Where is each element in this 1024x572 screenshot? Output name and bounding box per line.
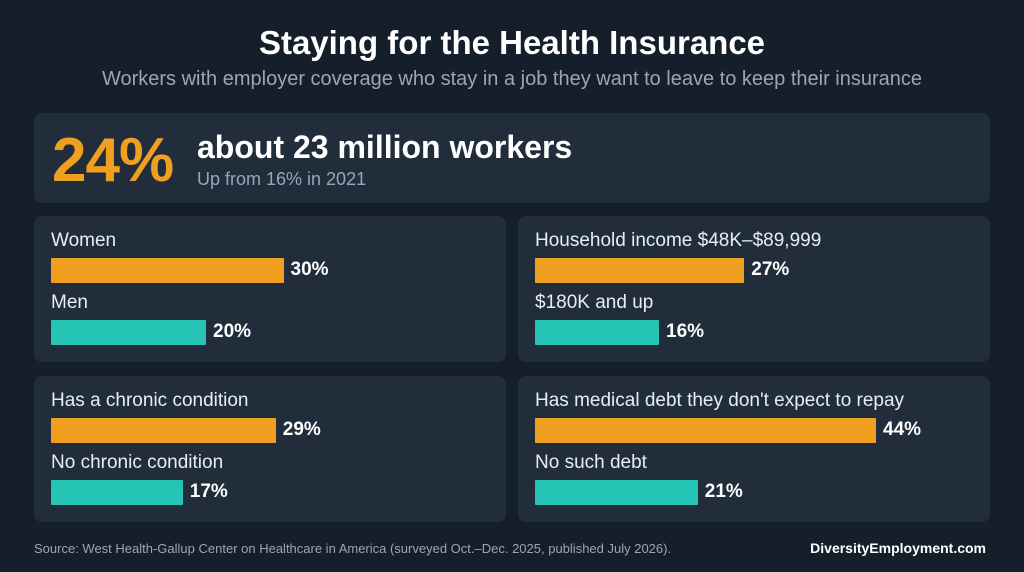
bar [51, 418, 276, 443]
bar-value-label: 16% [666, 321, 705, 342]
bar-category-label: Has a chronic condition [51, 390, 249, 411]
bar-value-label: 27% [751, 259, 790, 280]
bar [535, 480, 698, 505]
bar-category-label: No chronic condition [51, 452, 224, 473]
headline-sub-text: Up from 16% in 2021 [197, 169, 367, 189]
chart-card: Has medical debt they don't expect to re… [518, 376, 990, 522]
brand-name: DiversityEmployment.com [810, 540, 986, 556]
bar-category-label: Household income $48K–$89,999 [535, 230, 822, 251]
bar [51, 320, 206, 345]
headline-panel: 24% about 23 million workers Up from 16%… [34, 113, 990, 203]
bar-value-label: 29% [282, 419, 321, 440]
bar-category-label: No such debt [535, 452, 647, 473]
bar-category-label: $180K and up [535, 292, 654, 313]
headline-percent: 24% [52, 126, 174, 195]
bar-category-label: Women [51, 230, 117, 251]
chart-card: Household income $48K–$89,999 27% $180K an… [518, 216, 990, 362]
source-note: Source: West Health-Gallup Center on Hea… [34, 541, 672, 556]
bar-category-label: Has medical debt they don't expect to re… [535, 390, 905, 411]
headline-main-text: about 23 million workers [197, 129, 573, 165]
bar-category-label: Men [51, 292, 88, 313]
chart-card: Women 30% Men 20% [34, 216, 506, 362]
bar [51, 480, 183, 505]
bar [535, 320, 659, 345]
bar [535, 258, 745, 283]
bar-value-label: 30% [290, 259, 329, 280]
bar-value-label: 21% [704, 481, 743, 502]
chart-card: Has a chronic condition 29% No chronic con… [34, 376, 506, 522]
page-title: Staying for the Health Insurance [258, 24, 766, 61]
bar [535, 418, 876, 443]
page-subtitle: Workers with employer coverage who stay … [101, 68, 923, 90]
bar-value-label: 17% [189, 481, 228, 502]
bar [51, 258, 284, 283]
bar-value-label: 20% [213, 321, 252, 342]
bar-value-label: 44% [883, 419, 922, 440]
